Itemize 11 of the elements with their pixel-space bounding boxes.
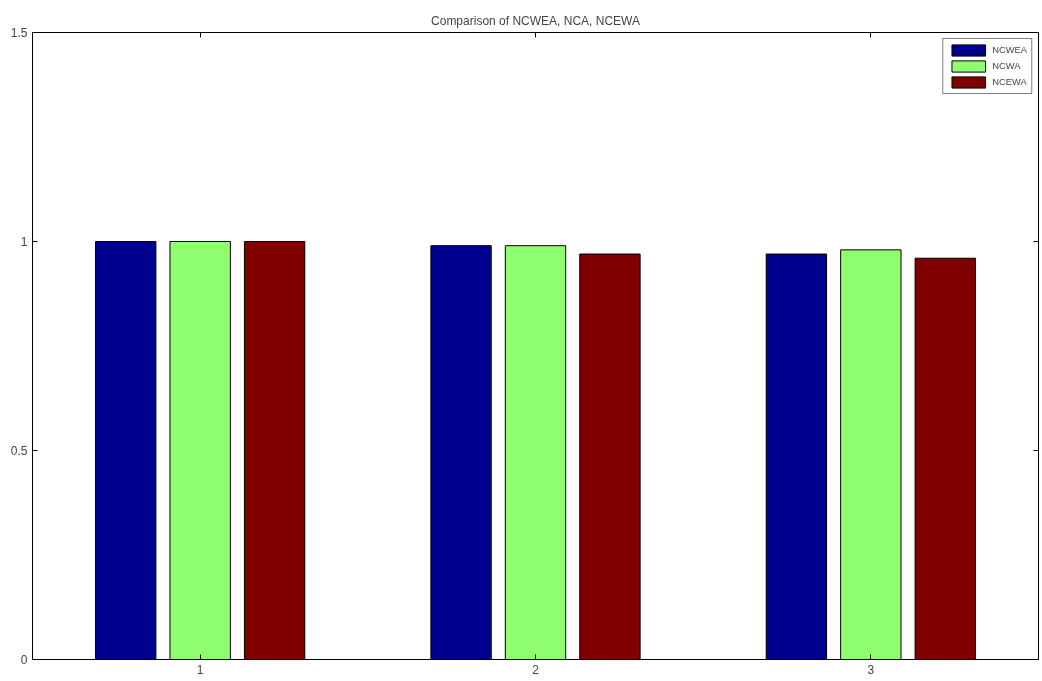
chart-title: Comparison of NCWEA, NCA, NCEWA (431, 13, 640, 28)
y-tick-label: 0.5 (10, 444, 28, 458)
y-tick-label: 1.5 (10, 26, 28, 40)
legend-label: NCWEA (992, 45, 1027, 55)
x-tick-label: 1 (196, 662, 204, 677)
y-tick-label: 0 (20, 653, 28, 667)
legend-label: NCEWA (992, 77, 1027, 87)
x-tick-label: 3 (867, 662, 875, 677)
x-tick-label: 2 (532, 662, 540, 677)
legend-label: NCWA (992, 61, 1021, 71)
y-tick-label: 1 (20, 235, 28, 249)
